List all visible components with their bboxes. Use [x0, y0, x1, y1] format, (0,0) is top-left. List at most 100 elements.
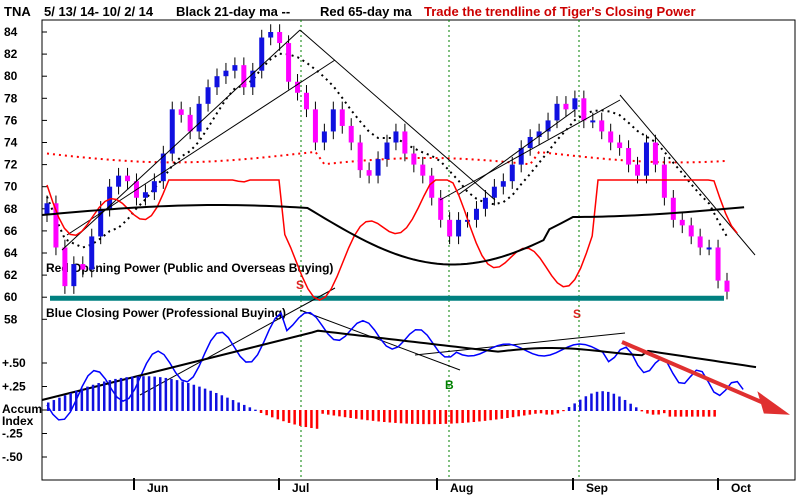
accum-bar — [433, 410, 436, 425]
accum-bar — [383, 410, 386, 423]
accum-tick-label: -.50 — [2, 450, 23, 464]
candle-body — [357, 142, 363, 171]
candle-body — [142, 192, 148, 198]
candle-body — [321, 131, 327, 143]
accum-bar — [579, 399, 582, 411]
accum-bar — [657, 410, 660, 415]
accum-bar — [287, 410, 291, 423]
black-ma-legend: Black 21-day ma -- — [176, 4, 291, 19]
candle-body — [178, 109, 184, 115]
candle-body — [411, 153, 417, 165]
accum-bar — [607, 391, 610, 411]
accum-bar — [142, 376, 145, 411]
accum-bar — [539, 410, 543, 414]
accum-bar — [103, 381, 106, 411]
accum-bar — [220, 395, 224, 411]
accum-bar — [556, 410, 560, 414]
accum-bar — [500, 410, 504, 419]
accum-bar — [663, 410, 666, 414]
accum-bar — [203, 388, 207, 411]
accum-bar — [170, 378, 173, 411]
candle-body — [715, 247, 721, 281]
candle-body — [250, 70, 256, 88]
accum-bar — [707, 410, 711, 417]
accum-bar — [114, 378, 117, 411]
accum-bar — [332, 410, 336, 416]
accum-tick-label: +.50 — [2, 356, 26, 370]
accum-bar — [679, 410, 683, 417]
candle-body — [473, 208, 479, 220]
accum-bar — [623, 399, 627, 411]
candle-body — [312, 109, 318, 143]
candle-body — [429, 175, 435, 198]
trendline — [299, 29, 496, 201]
candle-body — [196, 103, 202, 132]
price-tick-label: 64 — [4, 246, 18, 260]
candle-body — [330, 109, 336, 132]
candle-body — [223, 70, 229, 77]
candle-body — [447, 219, 453, 237]
trendline — [299, 309, 461, 371]
black-21-ma — [46, 52, 728, 249]
accum-bar — [394, 410, 397, 423]
accum-bar — [371, 410, 375, 421]
accum-bar — [696, 410, 700, 417]
candle-body — [491, 186, 497, 198]
price-tick-label: 84 — [4, 25, 18, 39]
accum-bar — [75, 390, 78, 411]
accum-bar — [97, 383, 100, 411]
accum-bar — [562, 410, 565, 412]
candle-body — [581, 98, 587, 121]
accum-bar — [360, 410, 364, 420]
accum-bar — [63, 395, 67, 411]
accum-bar — [237, 402, 240, 411]
accum-bar — [483, 410, 487, 421]
candle-body — [661, 164, 667, 198]
candle-body — [232, 65, 238, 71]
candle-body — [62, 247, 68, 287]
accum-bar — [153, 376, 156, 411]
accum-bar — [108, 380, 112, 411]
accum-bar — [231, 400, 235, 411]
candle-body — [241, 65, 247, 88]
accum-bar — [674, 410, 677, 417]
accum-bar — [164, 377, 168, 411]
candle-body — [635, 164, 641, 176]
candle-body — [286, 43, 292, 82]
accum-bar — [478, 410, 481, 422]
accum-bar — [573, 403, 576, 411]
accum-bar — [629, 403, 632, 411]
date-range-label: 5/ 13/ 14- 10/ 2/ 14 — [44, 4, 154, 19]
trendline — [61, 29, 301, 251]
candle-body — [116, 175, 122, 187]
plot-frame — [41, 19, 796, 481]
accum-bar — [702, 410, 705, 417]
accum-bar — [91, 384, 95, 411]
accum-bar — [545, 410, 548, 415]
candle-body — [214, 76, 220, 88]
accum-bar — [685, 410, 688, 417]
accum-bar — [567, 407, 571, 411]
red-ma-legend: Red 65-day ma — [320, 4, 412, 19]
accum-bar — [388, 410, 392, 423]
candle-body — [679, 219, 685, 226]
price-tick-label: 68 — [4, 202, 18, 216]
candle-body — [643, 142, 649, 176]
trendline — [439, 99, 621, 201]
sell-signal-label: S — [296, 278, 305, 292]
trendline — [139, 287, 336, 396]
price-tick-label: 74 — [4, 136, 18, 150]
accum-bar — [343, 410, 347, 418]
accum-bar — [310, 410, 313, 429]
candle-body — [482, 197, 488, 209]
accum-bar — [192, 384, 196, 411]
candle-body — [339, 109, 345, 126]
candle-body — [80, 264, 86, 270]
accum-bar — [534, 410, 537, 414]
candle-body — [53, 203, 59, 248]
accum-bar — [651, 410, 655, 415]
candle-body — [652, 142, 658, 165]
down-arrow-head — [757, 391, 791, 415]
